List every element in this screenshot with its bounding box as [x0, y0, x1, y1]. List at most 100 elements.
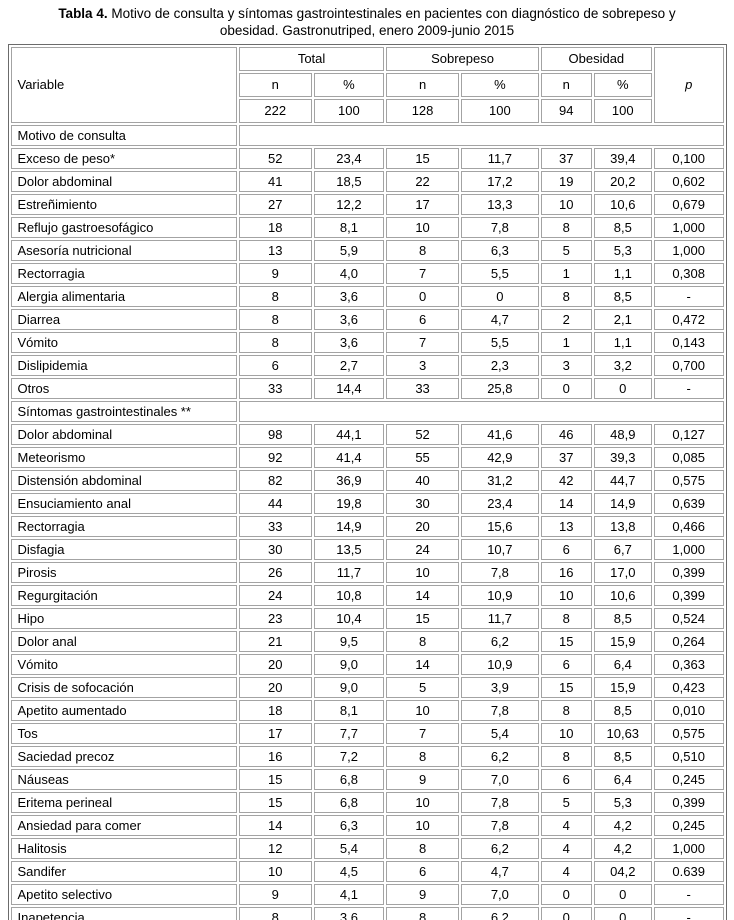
value-cell: 5,5	[460, 262, 539, 284]
value-cell: 0	[460, 285, 539, 307]
table-row: Dolor anal 21 9,5 8 6,2 15 15,9 0,264	[10, 630, 724, 652]
value-cell: 0,399	[653, 791, 724, 813]
value-cell: -	[653, 906, 724, 920]
value-cell: 4,5	[313, 860, 385, 882]
value-cell: 8	[540, 607, 592, 629]
value-cell: 42,9	[460, 446, 539, 468]
header-group-row: Variable Total Sobrepeso Obesidad p	[10, 46, 724, 123]
value-cell: 10,6	[593, 193, 652, 215]
value-cell: 18,5	[313, 170, 385, 192]
row-label: Diarrea	[10, 308, 237, 330]
value-cell: 5,9	[313, 239, 385, 261]
value-cell: 31,2	[460, 469, 539, 491]
value-cell: 9	[238, 262, 312, 284]
value-cell: 10	[540, 193, 592, 215]
value-cell: 8	[386, 745, 459, 767]
row-label: Asesoría nutricional	[10, 239, 237, 261]
value-cell: 11,7	[460, 607, 539, 629]
table-row: Halitosis 12 5,4 8 6,2 4 4,2 1,000	[10, 837, 724, 859]
value-cell: 6,4	[593, 768, 652, 790]
value-cell: 14,4	[313, 377, 385, 399]
value-cell: 41,6	[460, 423, 539, 445]
value-cell: 10,4	[313, 607, 385, 629]
value-cell: 2,7	[313, 354, 385, 376]
value-cell: 11,7	[460, 147, 539, 169]
row-label: Rectorragia	[10, 262, 237, 284]
value-cell: 37	[540, 446, 592, 468]
value-cell: 33	[238, 515, 312, 537]
row-label: Sandifer	[10, 860, 237, 882]
value-cell: 24	[238, 584, 312, 606]
value-cell: 36,9	[313, 469, 385, 491]
value-cell: 15	[540, 676, 592, 698]
header-totals-cell: 100	[593, 98, 652, 123]
value-cell: 4,7	[460, 860, 539, 882]
row-label: Crisis de sofocación	[10, 676, 237, 698]
value-cell: 5,3	[593, 239, 652, 261]
value-cell: 6	[238, 354, 312, 376]
value-cell: 9	[238, 883, 312, 905]
value-cell: 7,8	[460, 216, 539, 238]
table-row: Eritema perineal 15 6,8 10 7,8 5 5,3 0,399	[10, 791, 724, 813]
table-title: Tabla 4. Motivo de consulta y síntomas g…	[0, 5, 734, 44]
value-cell: 17	[386, 193, 459, 215]
row-label: Alergia alimentaria	[10, 285, 237, 307]
value-cell: 9,5	[313, 630, 385, 652]
header-group-total: Total	[238, 46, 385, 71]
value-cell: 39,3	[593, 446, 652, 468]
value-cell: 0,399	[653, 561, 724, 583]
value-cell: 8,5	[593, 699, 652, 721]
value-cell: 7,2	[313, 745, 385, 767]
value-cell: 5,4	[460, 722, 539, 744]
value-cell: 0	[386, 285, 459, 307]
value-cell: 4	[540, 814, 592, 836]
value-cell: 3,9	[460, 676, 539, 698]
value-cell: 10,7	[460, 538, 539, 560]
value-cell: 8	[238, 308, 312, 330]
value-cell: 3,6	[313, 285, 385, 307]
value-cell: 0,010	[653, 699, 724, 721]
table-row: Tos 17 7,7 7 5,4 10 10,63 0,575	[10, 722, 724, 744]
value-cell: 0,363	[653, 653, 724, 675]
value-cell: 42	[540, 469, 592, 491]
header-totals-cell: 94	[540, 98, 592, 123]
table-row: Ensuciamiento anal 44 19,8 30 23,4 14 14,9 0,63…	[10, 492, 724, 514]
section-row: Motivo de consulta	[10, 124, 724, 146]
value-cell: 8	[540, 216, 592, 238]
value-cell: 14	[386, 653, 459, 675]
value-cell: 55	[386, 446, 459, 468]
section-spacer	[238, 400, 724, 422]
value-cell: 8	[238, 331, 312, 353]
value-cell: 04,2	[593, 860, 652, 882]
header-totals-cell: 222	[238, 98, 312, 123]
table-title-text: Motivo de consulta y síntomas gastrointe…	[107, 6, 676, 39]
table-row: Asesoría nutricional 13 5,9 8 6,3 5 5,3 1,000	[10, 239, 724, 261]
value-cell: 15	[540, 630, 592, 652]
value-cell: 10	[386, 216, 459, 238]
value-cell: 0.639	[653, 860, 724, 882]
value-cell: 10	[540, 584, 592, 606]
header-p: p	[653, 46, 724, 123]
data-table: Variable Total Sobrepeso Obesidad p n % …	[7, 43, 727, 920]
value-cell: 8	[386, 239, 459, 261]
table-row: Pirosis 26 11,7 10 7,8 16 17,0 0,399	[10, 561, 724, 583]
value-cell: 44,1	[313, 423, 385, 445]
value-cell: 7	[386, 262, 459, 284]
value-cell: 14	[540, 492, 592, 514]
value-cell: 8	[386, 630, 459, 652]
value-cell: 7,8	[460, 791, 539, 813]
value-cell: 2,3	[460, 354, 539, 376]
value-cell: 7	[386, 331, 459, 353]
value-cell: 8	[238, 906, 312, 920]
value-cell: 52	[238, 147, 312, 169]
value-cell: 0,679	[653, 193, 724, 215]
value-cell: 39,4	[593, 147, 652, 169]
value-cell: 14	[238, 814, 312, 836]
value-cell: 21	[238, 630, 312, 652]
table-row: Exceso de peso* 52 23,4 15 11,7 37 39,4 0,100	[10, 147, 724, 169]
header-totals-cell: 100	[460, 98, 539, 123]
value-cell: 4,1	[313, 883, 385, 905]
section-label: Motivo de consulta	[10, 124, 237, 146]
value-cell: 17,2	[460, 170, 539, 192]
value-cell: 98	[238, 423, 312, 445]
